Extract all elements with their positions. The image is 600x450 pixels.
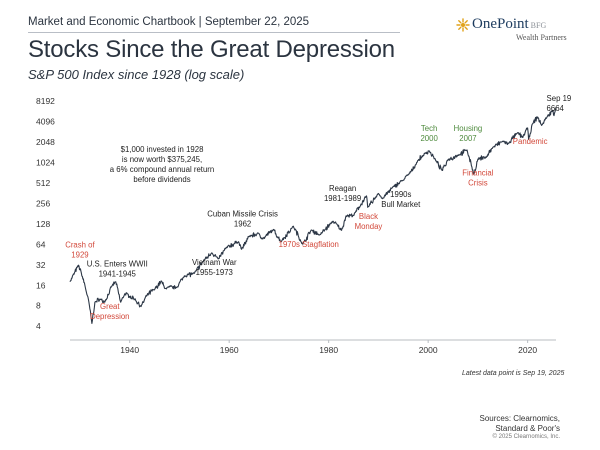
x-tick-label: 1940 [120, 345, 139, 355]
sp500-series-line [69, 106, 557, 324]
logo-name: OnePoint [472, 16, 529, 32]
y-tick-label: 128 [36, 219, 50, 229]
y-tick-label: 32 [36, 260, 46, 270]
y-tick-label: 8192 [36, 96, 55, 106]
x-tick-label: 2020 [518, 345, 537, 355]
event-annotation: U.S. Enters WWII 1941-1945 [87, 260, 148, 279]
event-annotation: Crash of 1929 [65, 241, 95, 260]
event-annotation: Reagan 1981-1989 [324, 184, 361, 203]
company-logo: OnePoint BFG Wealth Partners [456, 16, 576, 48]
x-tick-label: 2000 [419, 345, 438, 355]
annotation-layer: $1,000 invested in 1928 is now worth $375… [65, 94, 571, 321]
header-divider [28, 32, 400, 33]
y-tick-label: 4096 [36, 116, 55, 126]
event-annotation: Pandemic [513, 137, 548, 146]
sources-note: Sources: Clearnomics, Standard & Poor's [480, 414, 560, 434]
sources-line-1: Sources: Clearnomics, [479, 414, 560, 423]
copyright-note: © 2025 Clearnomics, Inc. [492, 434, 560, 440]
y-tick-label: 8 [36, 301, 41, 311]
x-tick-label: 1980 [319, 345, 338, 355]
event-annotation: Cuban Missile Crisis 1962 [207, 209, 278, 228]
logo-suffix: BFG [530, 21, 547, 30]
y-tick-label: 1024 [36, 157, 55, 167]
line-layer [69, 106, 557, 324]
event-annotation: 1990s Bull Market [381, 190, 421, 209]
event-annotation: Great Depression [90, 302, 129, 321]
event-annotation: Tech 2000 [420, 124, 438, 143]
page-title: Stocks Since the Great Depression [28, 36, 395, 63]
sun-burst-icon [456, 18, 470, 32]
y-tick-label: 16 [36, 280, 46, 290]
event-annotation: $1,000 invested in 1928 is now worth $375… [110, 145, 214, 184]
logo-tagline: Wealth Partners [516, 33, 567, 42]
chartbook-overline: Market and Economic Chartbook | Septembe… [28, 16, 310, 28]
sources-line-2: Standard & Poor's [495, 424, 560, 433]
latest-data-footnote: Latest data point is Sep 19, 2025 [462, 370, 565, 377]
event-annotation: Black Monday [355, 212, 383, 231]
y-tick-label: 512 [36, 178, 50, 188]
event-annotation: Housing 2007 [454, 124, 483, 143]
y-tick-label: 2048 [36, 137, 55, 147]
axis-layer: 4 8 16 32 64 128 256 512 1024 2048 4096 8192 1940 196… [36, 96, 556, 355]
event-annotation: Sep 19 6664 [547, 94, 572, 113]
event-annotation: Vietnam War 1955-1973 [192, 258, 237, 277]
y-tick-label: 64 [36, 239, 46, 249]
x-tick-label: 1960 [220, 345, 239, 355]
chart-subtitle: S&P 500 Index since 1928 (log scale) [28, 67, 245, 82]
event-annotation: Financial Crisis [462, 168, 493, 187]
y-tick-label: 4 [36, 321, 41, 331]
event-annotation: 1970s Stagflation [279, 240, 339, 249]
y-tick-label: 256 [36, 198, 50, 208]
logo-wordmark: OnePoint BFG [472, 16, 546, 33]
